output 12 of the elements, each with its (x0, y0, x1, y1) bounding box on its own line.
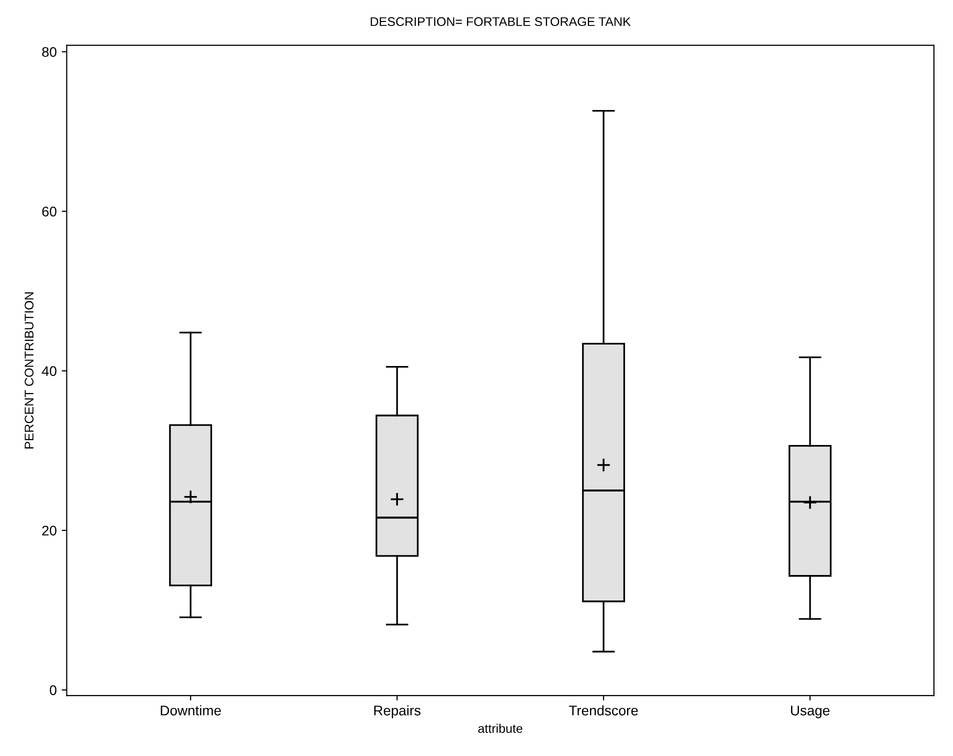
x-tick-label: Trendscore (569, 705, 638, 716)
chart-title: DESCRIPTION= FORTABLE STORAGE TANK (370, 17, 631, 26)
x-tick-label: Usage (791, 706, 830, 718)
y-tick-label: 60 (42, 206, 56, 216)
y-tick-label: 20 (42, 526, 56, 536)
x-axis-title: attribute (478, 724, 522, 733)
y-tick-label: 0 (50, 685, 56, 696)
y-axis-title: PERCENT CONTRIBUTION (24, 292, 34, 448)
x-tick-label: Downtime (160, 705, 221, 716)
y-tick-label: 40 (42, 366, 56, 376)
y-tick-label: 80 (42, 47, 56, 57)
x-tick-label: Repairs (374, 705, 421, 718)
